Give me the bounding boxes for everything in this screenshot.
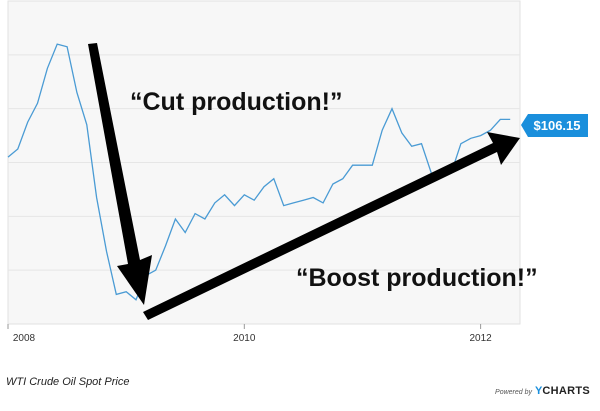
annotation-cut-production: “Cut production!”: [130, 88, 342, 116]
x-tick-label: 2010: [233, 333, 256, 344]
chart-title: WTI Crude Oil Spot Price: [6, 376, 130, 388]
last-value-label: $106.15: [534, 118, 581, 133]
down-arrow: [88, 43, 152, 305]
x-tick-label: 2008: [13, 333, 36, 344]
ycharts-logo-text: CHARTS: [542, 385, 590, 397]
ycharts-logo-y: Y: [535, 385, 543, 397]
powered-by-label: Powered by: [495, 389, 533, 396]
powered-by-ycharts[interactable]: Powered by YCHARTS: [495, 385, 590, 397]
up-arrow: [143, 132, 520, 320]
last-value-tag: $106.15: [521, 114, 588, 137]
x-tick-label: 2012: [469, 333, 492, 344]
annotation-boost-production: “Boost production!”: [296, 264, 538, 292]
series-line: [7, 43, 511, 301]
